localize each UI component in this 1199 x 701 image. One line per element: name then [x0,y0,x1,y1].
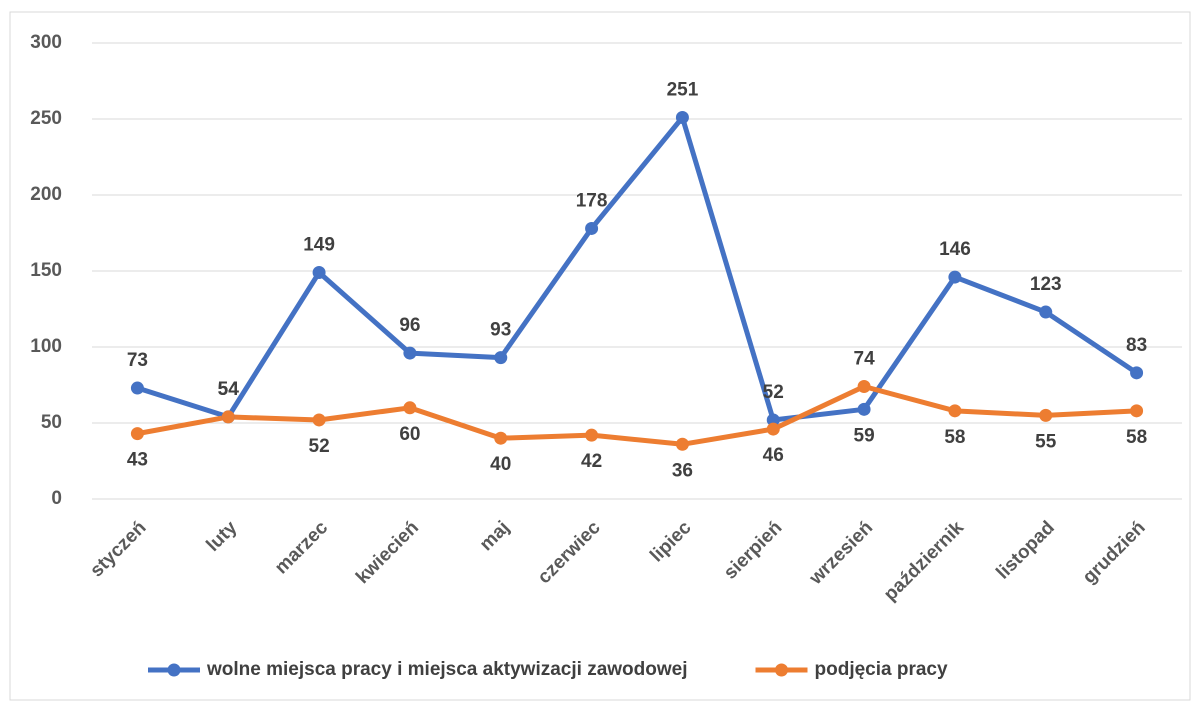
data-label: 43 [127,450,148,471]
data-label: 93 [490,320,511,341]
y-tick-label: 250 [30,108,62,129]
data-point [857,380,871,394]
series-line [136,384,1137,447]
y-tick-label: 300 [30,32,62,53]
data-point [857,402,871,416]
data-point [130,427,144,441]
data-label: 60 [399,424,420,445]
data-point [948,270,962,284]
data-label: 123 [1030,274,1062,295]
data-point [585,221,599,235]
legend-label: podjęcia pracy [815,659,948,680]
data-point [675,110,689,124]
data-point [585,428,599,442]
chart-frame [9,11,1191,701]
y-tick-label: 200 [30,184,62,205]
y-tick-label: 150 [30,260,62,281]
data-point [312,266,326,280]
data-point [312,413,326,427]
data-label: 36 [672,460,693,481]
data-label: 73 [127,350,148,371]
data-point [675,437,689,451]
data-label: 149 [303,235,335,256]
data-point [1130,366,1144,380]
data-point [948,404,962,418]
data-label: 74 [854,349,876,370]
data-label: 58 [944,427,965,448]
data-point [1130,404,1144,418]
data-label: 55 [1035,431,1057,452]
data-label: 96 [399,315,420,336]
data-label: 40 [490,454,511,475]
legend-label: wolne miejsca pracy i miejsca aktywizacj… [206,659,688,680]
data-point [403,401,417,415]
data-point [1039,305,1053,319]
data-label: 178 [576,190,608,211]
data-point [403,346,417,360]
legend-marker [167,663,181,677]
data-point [221,410,235,424]
data-label: 251 [667,79,699,100]
data-label: 83 [1126,335,1147,356]
data-point [766,413,780,427]
data-label: 42 [581,451,602,472]
data-label: 146 [939,239,971,260]
data-label: 52 [763,382,784,403]
data-label: 52 [309,436,330,457]
data-label: 58 [1126,427,1147,448]
data-point [494,351,508,365]
series-line [136,114,1138,423]
data-label: 59 [854,425,875,446]
y-tick-label: 100 [30,336,62,357]
data-label: 54 [218,379,240,400]
data-label: 46 [763,445,784,466]
data-point [494,431,508,445]
data-point [1039,408,1053,422]
legend-marker [775,663,788,677]
y-tick-label: 50 [41,412,62,433]
y-tick-label: 0 [51,488,62,509]
data-label: 54 [218,379,240,400]
data-point [130,381,144,395]
data-point [766,422,780,436]
